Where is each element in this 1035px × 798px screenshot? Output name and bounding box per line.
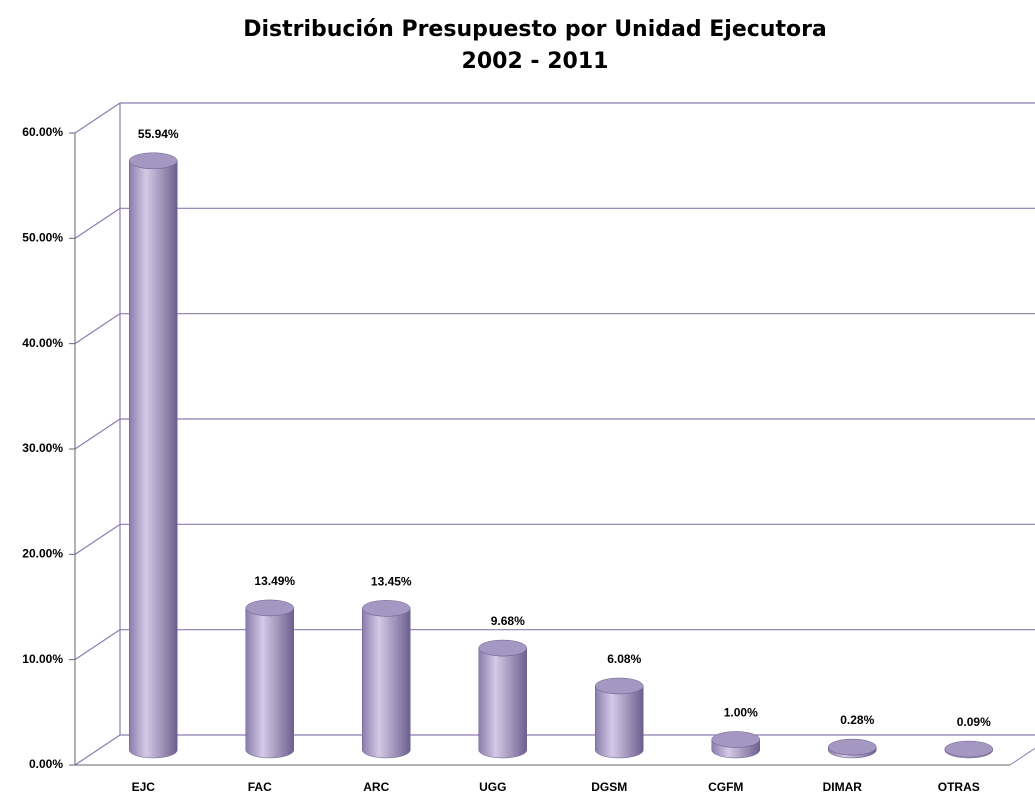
bar-top (828, 738, 877, 756)
side-grid-line (74, 418, 121, 450)
side-grid-line (74, 102, 121, 134)
y-tick-label: 20.00% (22, 547, 63, 561)
value-label: 13.45% (371, 574, 412, 588)
bar (362, 608, 411, 759)
x-tick-label: ARC (363, 780, 389, 794)
y-tick-label: 0.00% (29, 757, 63, 771)
x-tick-label: OTRAS (938, 780, 980, 794)
bar-top (944, 740, 993, 758)
bar-top (245, 599, 294, 617)
floor-right (1009, 747, 1035, 766)
y-tick-label: 30.00% (22, 441, 63, 455)
value-label: 6.08% (607, 652, 641, 666)
bar-top (478, 639, 527, 657)
bar (129, 160, 178, 759)
bar (478, 648, 527, 759)
side-grid-line (74, 629, 121, 661)
value-label: 55.94% (138, 127, 179, 141)
side-grid-line (74, 207, 121, 239)
y-tick-label: 10.00% (22, 652, 63, 666)
bar-top (362, 600, 411, 617)
x-tick-label: FAC (248, 780, 272, 794)
chart-title: Distribución Presupuesto por Unidad Ejec… (243, 17, 827, 42)
bar-top (129, 152, 178, 170)
chart-subtitle: 2002 - 2011 (462, 49, 609, 74)
bar (245, 607, 294, 759)
bar (595, 685, 644, 759)
value-label: 0.09% (957, 715, 991, 729)
side-grid-line (74, 734, 121, 766)
x-tick-label: CGFM (708, 780, 743, 794)
x-tick-label: DIMAR (823, 780, 863, 794)
y-tick-label: 40.00% (22, 336, 63, 350)
y-tick-label: 60.00% (22, 125, 63, 139)
x-tick-label: EJC (132, 780, 156, 794)
bar-top (595, 677, 644, 695)
x-tick-label: UGG (479, 780, 506, 794)
x-tick-label: DGSM (591, 780, 627, 794)
value-label: 9.68% (491, 614, 525, 628)
value-label: 1.00% (724, 706, 758, 720)
bar-top (711, 731, 760, 748)
side-grid-line (74, 523, 121, 555)
value-label: 13.49% (254, 574, 295, 588)
value-label: 0.28% (840, 713, 874, 727)
y-tick-label: 50.00% (22, 231, 63, 245)
side-grid-line (74, 313, 121, 345)
